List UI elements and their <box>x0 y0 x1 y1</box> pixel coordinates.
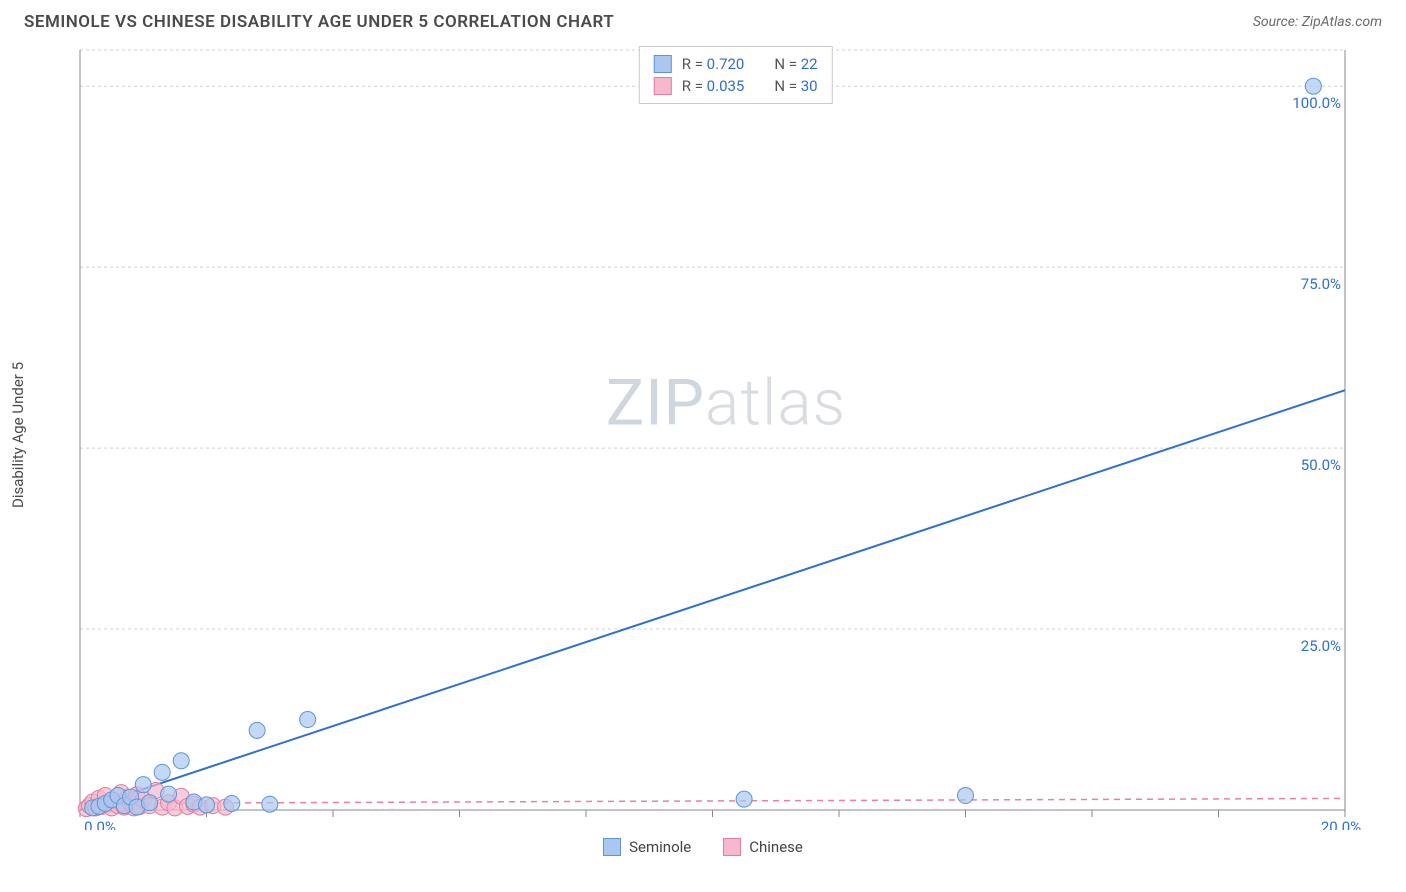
swatch-chinese <box>723 838 741 856</box>
chart-header: SEMINOLE VS CHINESE DISABILITY AGE UNDER… <box>0 0 1406 40</box>
source-name: ZipAtlas.com <box>1302 14 1382 30</box>
n-label: N = <box>774 55 800 73</box>
legend-label-seminole: Seminole <box>629 838 691 856</box>
legend-item-seminole: Seminole <box>603 838 691 856</box>
svg-text:75.0%: 75.0% <box>1301 275 1341 293</box>
y-axis-label: Disability Age Under 5 <box>9 362 27 508</box>
legend-label-chinese: Chinese <box>749 838 803 856</box>
svg-text:20.0%: 20.0% <box>1321 818 1361 830</box>
n-value-chinese: 30 <box>801 77 818 95</box>
scatter-plot: 25.0% 50.0% 75.0% 100.0% 0.0% 20.0% <box>70 40 1370 830</box>
source-prefix: Source: <box>1253 14 1302 30</box>
n-value-seminole: 22 <box>801 55 818 73</box>
swatch-chinese <box>654 77 672 95</box>
n-label: N = <box>774 77 800 95</box>
r-value-chinese: 0.035 <box>707 77 745 95</box>
svg-text:50.0%: 50.0% <box>1301 456 1341 474</box>
legend-correlation: R = 0.720 N = 22 R = 0.035 N = 30 <box>639 46 833 104</box>
legend-series: Seminole Chinese <box>0 838 1406 856</box>
svg-text:25.0%: 25.0% <box>1301 637 1341 655</box>
chart-container: Disability Age Under 5 ZIPatlas 25.0%50.… <box>70 40 1382 830</box>
legend-item-chinese: Chinese <box>723 838 803 856</box>
chart-source: Source: ZipAtlas.com <box>1253 14 1382 30</box>
legend-row-seminole: R = 0.720 N = 22 <box>654 53 818 75</box>
r-value-seminole: 0.720 <box>707 55 745 73</box>
r-label: R = <box>682 77 707 95</box>
svg-text:0.0%: 0.0% <box>84 818 116 830</box>
svg-text:100.0%: 100.0% <box>1292 94 1341 112</box>
r-label: R = <box>682 55 707 73</box>
swatch-seminole <box>654 55 672 73</box>
swatch-seminole <box>603 838 621 856</box>
legend-row-chinese: R = 0.035 N = 30 <box>654 75 818 97</box>
chart-title: SEMINOLE VS CHINESE DISABILITY AGE UNDER… <box>24 12 614 32</box>
